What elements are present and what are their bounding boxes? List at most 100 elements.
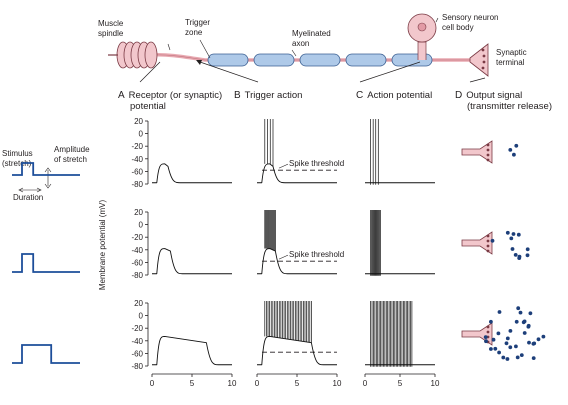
column-d-header: D Output signal (transmitter release) (455, 90, 552, 112)
trace-row-1: 20 0 -20 -40 -60 -80 Spike threshold (12, 117, 519, 189)
transmitter-dot (522, 331, 527, 335)
trigger-potential-trace (257, 163, 337, 184)
transmitter-dot (531, 356, 536, 360)
transmitter-dot (514, 143, 519, 148)
transmitter-dot (525, 247, 530, 252)
muscle-spindle (108, 41, 158, 69)
y-tick-label: -40 (131, 337, 143, 346)
transmitter-dot (483, 335, 488, 339)
transmitter-dot (519, 353, 524, 357)
transmitter-dot (490, 238, 495, 243)
x-axis-3: 0 5 10 (363, 373, 440, 388)
y-tick-label: -80 (131, 180, 143, 189)
transmitter-dot (491, 337, 496, 342)
neuron-schematic (108, 13, 489, 77)
trigger-potential-trace (257, 248, 337, 275)
transmitter-dot (512, 152, 516, 157)
sensory-neuron-cell-body (407, 13, 437, 60)
transmitter-dot (508, 345, 513, 350)
x-axis-2: 0 5 10 (255, 373, 342, 388)
y-tick-label: 20 (134, 208, 143, 217)
y-tick-label: 0 (139, 221, 144, 230)
transmitter-dot (513, 253, 518, 257)
transmitter-dot (505, 336, 510, 341)
transmitter-dot (521, 320, 526, 325)
trace-panels: 20 0 -20 -40 -60 -80 Spike threshold 20 0 -20 -40 -… (12, 117, 546, 371)
terminal-vesicle (486, 325, 490, 329)
terminal-vesicle (486, 330, 490, 334)
transmitter-dot (505, 230, 510, 235)
x-tick-label: 10 (333, 379, 342, 388)
y-tick-label: -20 (131, 233, 143, 242)
transmitter-dot (493, 346, 498, 351)
terminal-vesicle (486, 153, 490, 157)
output-terminal (461, 322, 493, 346)
x-tick-label: 0 (255, 379, 260, 388)
transmitter-dot (508, 329, 513, 333)
transmitter-dot (531, 341, 536, 346)
trace-row-2: 20 0 -20 -40 -60 -80 Spike threshold (12, 208, 530, 280)
transmitter-dot (489, 319, 493, 324)
column-a-header: A Receptor (or synaptic) potential (118, 90, 222, 112)
transmitter-dot (504, 341, 509, 346)
stimulus-pulse (12, 162, 80, 176)
trigger-zone-label: Trigger zone (185, 18, 210, 37)
receptor-potential-trace (152, 335, 232, 366)
transmitter-dot (517, 256, 522, 260)
terminal-vesicle (486, 148, 490, 152)
stimulus-label: Stimulus (stretch) (2, 149, 33, 168)
terminal-vesicle (486, 239, 490, 243)
spike-threshold-leader (278, 254, 289, 260)
y-tick-label: -80 (131, 271, 143, 280)
y-tick-label: -20 (131, 324, 143, 333)
spike-threshold-label: Spike threshold (289, 250, 344, 259)
transmitter-dot (516, 232, 521, 237)
receptor-potential-trace (152, 248, 232, 275)
transmitter-dot (510, 247, 515, 251)
column-c-header: C Action potential (356, 90, 432, 101)
myelin-sheath (207, 53, 433, 67)
transmitter-dot (511, 232, 516, 236)
trigger-potential-trace (257, 335, 337, 366)
y-axis-title: Membrane potential (mV) (98, 200, 107, 291)
muscle-spindle-label: Muscle spindle (98, 19, 124, 38)
neuron-to-columns-arrows (139, 60, 486, 83)
transmitter-dot (484, 339, 488, 344)
spike-threshold-label: Spike threshold (289, 159, 344, 168)
terminal-vesicle (486, 158, 490, 162)
transmitter-dot (514, 319, 519, 324)
transmitter-dot (516, 306, 521, 311)
stimulus-pulse (12, 344, 80, 364)
synaptic-terminal-label: Synaptic terminal (496, 48, 527, 67)
output-terminal (461, 231, 493, 255)
y-tick-label: -60 (131, 258, 143, 267)
trace-row-3: 20 0 -20 -40 -60 -80 (12, 299, 546, 371)
column-b-header: B Trigger action (234, 90, 302, 101)
spike-threshold-leader (278, 163, 289, 169)
y-tick-label: -80 (131, 362, 143, 371)
amplitude-label: Amplitude of stretch (54, 145, 90, 164)
y-tick-label: -60 (131, 349, 143, 358)
terminal-vesicle (486, 244, 490, 248)
transmitter-dot (527, 340, 531, 345)
y-tick-label: 0 (139, 130, 144, 139)
duration-label: Duration (13, 193, 43, 202)
transmitter-dot (514, 344, 518, 349)
y-tick-label: 0 (139, 312, 144, 321)
x-tick-label: 5 (295, 379, 300, 388)
sensory-neuron-label: Sensory neuron cell body (442, 13, 498, 32)
transmitter-dot (525, 253, 530, 258)
terminal-vesicle (486, 249, 490, 253)
receptor-potential-trace (152, 163, 232, 184)
x-tick-label: 0 (150, 379, 155, 388)
synaptic-terminal (469, 43, 489, 77)
transmitter-dot (526, 323, 531, 328)
transmitter-dot (509, 236, 514, 241)
transmitter-dot (496, 331, 501, 336)
y-tick-label: -20 (131, 142, 143, 151)
transmitter-dot (536, 337, 541, 342)
transmitter-dot (518, 310, 523, 315)
stimulus-pulse (12, 253, 80, 273)
x-tick-label: 10 (431, 379, 440, 388)
